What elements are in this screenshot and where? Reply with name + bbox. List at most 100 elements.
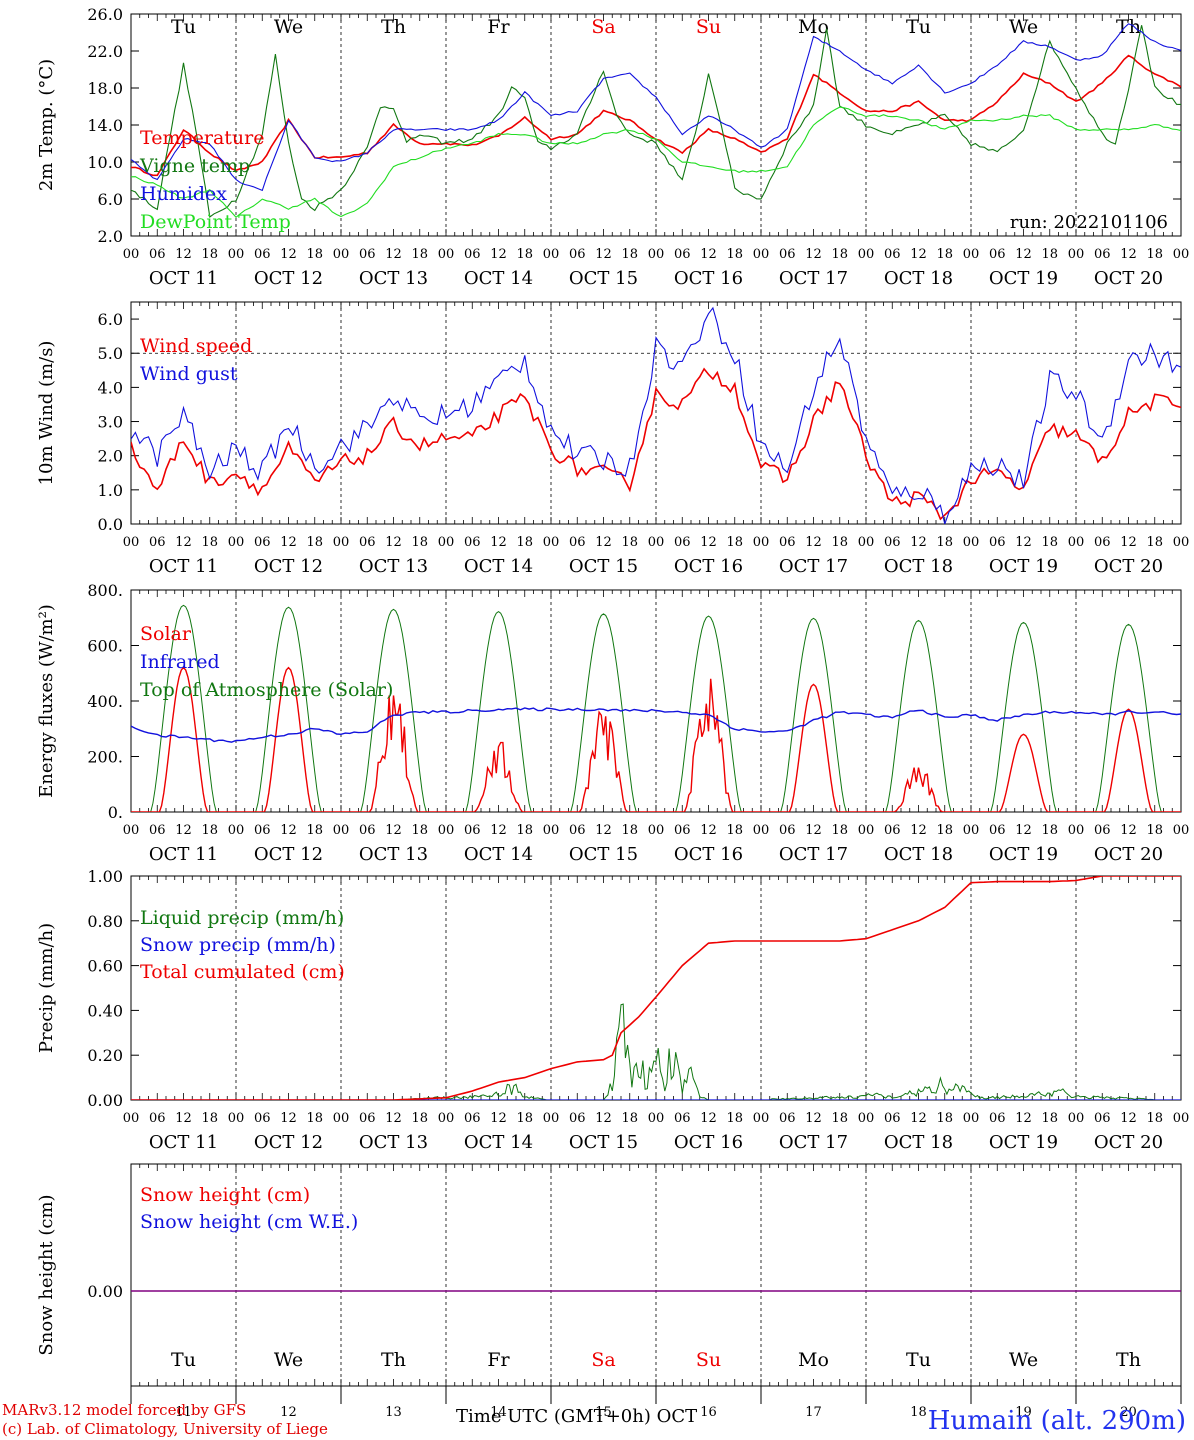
date-label: OCT 19 [989,1132,1058,1153]
hour-label: 06 [989,823,1006,838]
date-label: OCT 17 [779,268,848,289]
panel-3: 0. 200. 400. 600. 800. Energy fluxes (W/m²) 00… [36,581,1189,865]
series-group [131,306,1181,524]
hour-label: 06 [359,247,376,262]
hour-label: 12 [490,535,507,550]
date-label: OCT 15 [569,556,638,577]
hour-label: 18 [411,1111,428,1126]
hour-label: 00 [1068,535,1085,550]
date-label: OCT 15 [569,844,638,865]
date-label: OCT 11 [149,268,218,289]
date-label: OCT 19 [989,844,1058,865]
weekday-label: We [274,16,303,38]
hour-label: 12 [910,247,927,262]
station-label: Humain (alt. 290m) [927,1406,1186,1436]
hour-label: 06 [1094,823,1111,838]
weekday-label: We [274,1349,303,1371]
hour-label: 06 [254,247,271,262]
hour-label: 00 [963,823,980,838]
weekday-label: Th [1116,16,1141,38]
run-label: run: 2022101106 [1010,212,1168,233]
hour-label: 06 [779,535,796,550]
hour-label: 18 [516,1111,533,1126]
hour-label: 12 [175,247,192,262]
hour-label: 18 [726,247,743,262]
hour-label: 00 [963,247,980,262]
hour-label: 12 [700,823,717,838]
hour-label: 06 [149,823,166,838]
hour-label: 18 [1041,535,1058,550]
weekday-label: Tu [171,16,196,38]
date-label: OCT 16 [674,1132,743,1153]
weekday-label: Su [696,16,721,38]
hour-label: 12 [1015,247,1032,262]
y-tick-label: 200. [87,748,123,767]
hour-label: 18 [201,1111,218,1126]
hour-label: 12 [385,247,402,262]
y-tick-label: 0.80 [87,912,123,931]
hour-label: 00 [1173,247,1190,262]
weekday-label: Tu [906,16,931,38]
date-label: OCT 14 [464,844,533,865]
date-label: OCT 14 [464,268,533,289]
y-tick-label: 0. [108,803,123,822]
legend-entry: Solar [140,623,192,645]
hour-label: 18 [201,823,218,838]
hour-label: 12 [490,823,507,838]
date-label: OCT 16 [674,844,743,865]
y-tick-label: 6.0 [98,310,123,329]
hour-label: 06 [1094,1111,1111,1126]
hour-label: 00 [1068,823,1085,838]
y-tick-label: 800. [87,581,123,600]
hour-label: 18 [831,247,848,262]
series-line-red [131,367,1181,521]
hour-label: 00 [858,247,875,262]
y-tick-label: 18.0 [87,79,123,98]
hour-label: 06 [149,535,166,550]
y-axis-label: Snow height (cm) [36,1194,57,1355]
hour-label: 00 [963,535,980,550]
hour-label: 06 [674,1111,691,1126]
hour-label: 00 [228,823,245,838]
hour-label: 18 [411,823,428,838]
series-line-green [131,1003,1181,1100]
hour-label: 12 [910,823,927,838]
hour-label: 00 [438,247,455,262]
hour-label: 06 [779,823,796,838]
hour-label: 00 [228,247,245,262]
hour-label: 00 [438,823,455,838]
hour-label: 06 [569,1111,586,1126]
panel-4: 0.00 0.20 0.40 0.60 0.80 1.00 Precip (mm/h) 00 0… [36,867,1189,1153]
hour-label: 12 [385,823,402,838]
hour-label: 18 [726,823,743,838]
hour-label: 12 [175,823,192,838]
hour-label: 00 [648,247,665,262]
date-label: OCT 11 [149,844,218,865]
hour-label: 18 [726,535,743,550]
weekday-label: Tu [906,1349,931,1371]
hour-label: 12 [1015,535,1032,550]
hour-label: 12 [280,823,297,838]
hour-label: 12 [1015,823,1032,838]
hour-label: 00 [438,535,455,550]
weekday-label: We [1009,1349,1038,1371]
hour-label: 18 [1041,823,1058,838]
hour-label: 12 [280,247,297,262]
weekday-label: Tu [171,1349,196,1371]
hour-label: 06 [254,823,271,838]
hour-label: 06 [569,247,586,262]
hour-label: 00 [333,823,350,838]
hour-label: 12 [280,535,297,550]
date-label: OCT 12 [254,268,323,289]
date-label: OCT 15 [569,268,638,289]
date-label: OCT 11 [149,556,218,577]
day-number-label: 15 [595,1405,612,1420]
hour-label: 00 [543,1111,560,1126]
hour-label: 00 [858,1111,875,1126]
hour-label: 06 [884,247,901,262]
hour-label: 06 [674,535,691,550]
series-line-green [131,604,1181,812]
y-tick-label: 0.00 [87,1282,123,1301]
hour-label: 00 [123,535,140,550]
weekday-label: We [1009,16,1038,38]
